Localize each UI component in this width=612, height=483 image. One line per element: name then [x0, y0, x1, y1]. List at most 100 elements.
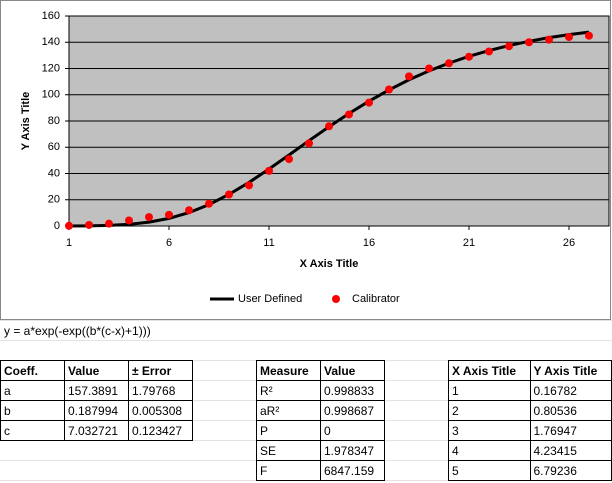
point — [585, 31, 593, 40]
cell: 0.187994 — [64, 400, 129, 421]
table-row: Coeff. Value ± Error — [0, 360, 193, 381]
point — [225, 190, 233, 199]
x-tick-label: 1 — [66, 237, 72, 249]
table-row: 5 6.79236 — [448, 460, 612, 481]
cell: 5 — [448, 460, 531, 481]
cell: a — [0, 380, 65, 401]
cell: 157.3891 — [64, 380, 129, 401]
x-tick-label: 26 — [563, 237, 575, 249]
table-row: 1 0.16782 — [448, 380, 612, 401]
x-tick-label: 6 — [166, 237, 172, 249]
table-row: 4 4.23415 — [448, 440, 612, 461]
cell: 0.16782 — [529, 380, 612, 401]
point — [525, 38, 533, 47]
table-row: 2 0.80536 — [448, 400, 612, 421]
x-tick-label: 16 — [363, 237, 375, 249]
table-row: b 0.187994 0.005308 — [0, 400, 193, 421]
header-cell: Measure — [256, 360, 321, 381]
cell: 0.80536 — [529, 400, 612, 421]
point — [545, 35, 553, 44]
point — [425, 64, 433, 73]
cell: 6847.159 — [320, 460, 385, 481]
cell: 4 — [448, 440, 531, 461]
point — [365, 98, 373, 107]
x-tick-label: 11 — [263, 237, 274, 249]
cell: 7.032721 — [64, 420, 129, 441]
y-tick-label: 140 — [42, 36, 60, 48]
cell: 1 — [448, 380, 531, 401]
data-table: X Axis Title Y Axis Title 1 0.16782 2 0.80536… — [448, 360, 612, 481]
cell: SE — [256, 440, 321, 461]
cell: 4.23415 — [529, 440, 612, 461]
y-tick-label: 60 — [48, 141, 60, 153]
cell: 2 — [448, 400, 531, 421]
table-row: X Axis Title Y Axis Title — [448, 360, 612, 381]
cell: 0 — [320, 420, 385, 441]
point — [305, 139, 313, 148]
legend-label: User Defined — [238, 293, 302, 305]
cell: R² — [256, 380, 321, 401]
point — [165, 210, 173, 219]
legend-swatch — [332, 295, 340, 303]
cell: 1.76947 — [529, 420, 612, 441]
table-row: aR² 0.998687 — [256, 400, 385, 421]
point — [185, 206, 193, 215]
table-row: 3 1.76947 — [448, 420, 612, 441]
header-cell: Value — [320, 360, 385, 381]
measures-table: Measure Value R² 0.998833 aR² 0.998687 P 0 SE 1.9… — [256, 360, 385, 481]
header-cell: Coeff. — [0, 360, 65, 381]
y-tick-label: 120 — [42, 62, 60, 74]
point — [85, 220, 93, 229]
point — [205, 199, 213, 208]
cell: 0.005308 — [128, 400, 193, 421]
cell: 6.79236 — [529, 460, 612, 481]
cell: P — [256, 420, 321, 441]
table-row: a 157.3891 1.79768 — [0, 380, 193, 401]
table-row: F 6847.159 — [256, 460, 385, 481]
header-cell: ± Error — [128, 360, 193, 381]
cell: 0.123427 — [128, 420, 193, 441]
y-tick-label: 80 — [48, 115, 60, 127]
coefficients-table: Coeff. Value ± Error a 157.3891 1.79768 b 0.187… — [0, 360, 193, 441]
y-tick-label: 160 — [42, 10, 60, 22]
point — [65, 221, 73, 230]
point — [285, 155, 293, 164]
header-cell: X Axis Title — [448, 360, 531, 381]
legend-label: Calibrator — [352, 293, 400, 305]
point — [325, 122, 333, 131]
cell: 3 — [448, 420, 531, 441]
point — [345, 110, 353, 119]
formula: y = a*exp(-exp((b*(c-x)+1))) — [4, 324, 151, 338]
point — [485, 47, 493, 56]
point — [505, 42, 513, 51]
x-axis-title: X Axis Title — [300, 258, 359, 270]
cell: b — [0, 400, 65, 421]
header-cell: Value — [64, 360, 129, 381]
y-tick-label: 0 — [54, 220, 60, 232]
y-tick-label: 20 — [48, 194, 60, 206]
y-tick-label: 40 — [48, 167, 60, 179]
point — [385, 85, 393, 94]
point — [125, 216, 133, 225]
point — [105, 219, 113, 228]
cell: 1.79768 — [128, 380, 193, 401]
cell: 1.978347 — [320, 440, 385, 461]
y-axis-title: Y Axis Title — [20, 92, 32, 151]
x-tick-label: 21 — [463, 237, 475, 249]
point — [245, 181, 253, 190]
point — [445, 59, 453, 68]
point — [145, 213, 153, 222]
point — [565, 33, 573, 41]
y-tick-label: 100 — [42, 89, 60, 101]
point — [265, 166, 273, 175]
table-row: R² 0.998833 — [256, 380, 385, 401]
cell: F — [256, 460, 321, 481]
point — [465, 52, 473, 61]
cell: c — [0, 420, 65, 441]
point — [405, 72, 413, 81]
table-row: SE 1.978347 — [256, 440, 385, 461]
table-row: Measure Value — [256, 360, 385, 381]
